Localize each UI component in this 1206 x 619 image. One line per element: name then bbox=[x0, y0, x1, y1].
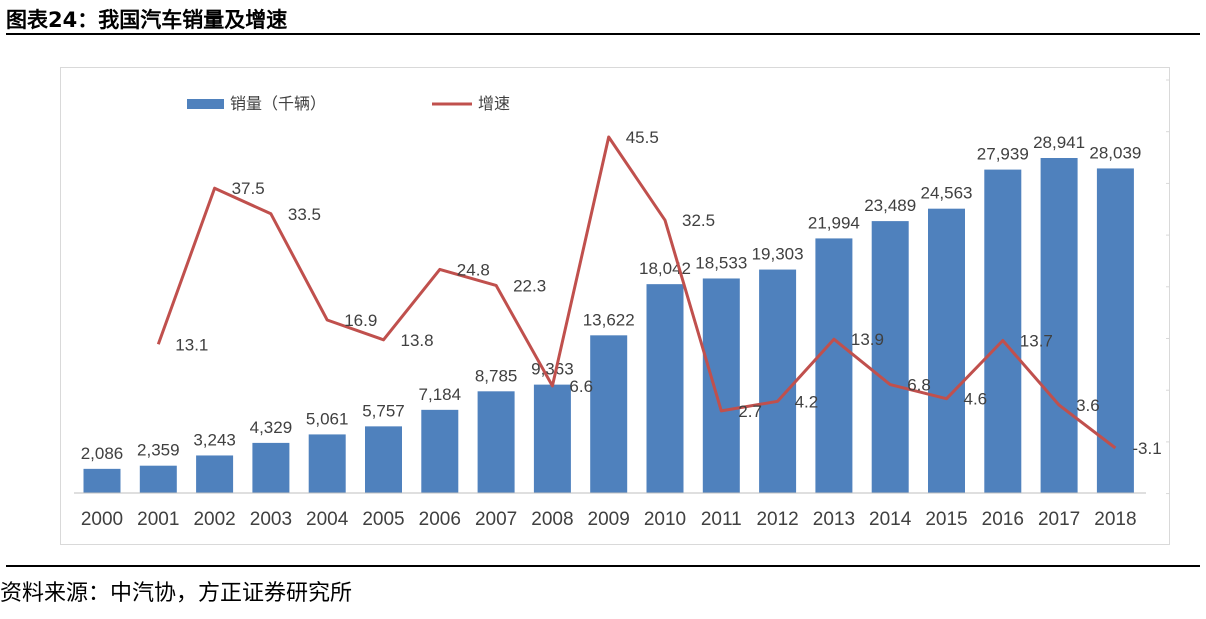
bar-2013 bbox=[815, 238, 853, 493]
bar-label-2005: 5,757 bbox=[362, 401, 405, 420]
x-tick-2014: 2014 bbox=[869, 509, 912, 530]
bar-2006 bbox=[421, 409, 459, 493]
line-label-2012: 4.2 bbox=[795, 392, 819, 411]
bar-label-2007: 8,785 bbox=[475, 366, 518, 385]
bar-label-2002: 3,243 bbox=[193, 430, 236, 449]
line-label-2011: 2.7 bbox=[738, 402, 762, 421]
line-label-2007: 22.3 bbox=[513, 276, 546, 295]
x-tick-2017: 2017 bbox=[1038, 509, 1080, 530]
line-label-2015: 4.6 bbox=[964, 390, 988, 409]
bar-2007 bbox=[477, 391, 515, 493]
growth-line bbox=[156, 135, 1117, 450]
x-tick-labels: 2000 2001 2002 2003 2004 2005 2006 2007 2008 2009… bbox=[81, 509, 1137, 530]
bar-label-2008: 9,363 bbox=[531, 360, 574, 379]
x-tick-2011: 2011 bbox=[701, 509, 742, 530]
bar-2014 bbox=[871, 221, 909, 493]
figure-title: 图表24：我国汽车销量及增速 bbox=[6, 8, 288, 32]
bar-2011 bbox=[702, 278, 740, 493]
bar-2015 bbox=[928, 208, 965, 493]
bar-label-2001: 2,359 bbox=[137, 441, 180, 460]
bar-2002 bbox=[196, 455, 234, 493]
bar-label-2018: 28,039 bbox=[1089, 143, 1141, 162]
x-tick-2013: 2013 bbox=[813, 509, 855, 530]
bar-labels: 2,086 2,359 3,243 4,329 5,061 5,757 7,184 8,785… bbox=[81, 133, 1142, 463]
legend-bar-swatch bbox=[187, 99, 224, 109]
x-tick-2001: 2001 bbox=[137, 509, 179, 530]
legend: 销量（千辆） 增速 bbox=[187, 94, 510, 113]
legend-bar-label: 销量（千辆） bbox=[230, 94, 326, 113]
bar-2010 bbox=[646, 284, 684, 493]
bar-2001 bbox=[139, 465, 177, 493]
title-rule bbox=[6, 33, 1200, 35]
x-tick-2009: 2009 bbox=[588, 509, 630, 530]
x-tick-2002: 2002 bbox=[193, 509, 235, 530]
x-tick-2012: 2012 bbox=[756, 509, 798, 530]
bar-2009 bbox=[590, 335, 628, 493]
line-label-2018: -3.1 bbox=[1132, 439, 1161, 458]
bar-label-2006: 7,184 bbox=[419, 385, 462, 404]
x-tick-2003: 2003 bbox=[250, 509, 292, 530]
right-axis-ticks bbox=[1166, 79, 1170, 495]
bar-label-2013: 21,994 bbox=[808, 213, 860, 232]
line-label-2016: 13.7 bbox=[1020, 331, 1053, 350]
plot-frame bbox=[60, 67, 1170, 545]
bar-series bbox=[83, 158, 1134, 493]
bar-2016 bbox=[984, 169, 1022, 493]
bar-label-2009: 13,622 bbox=[583, 310, 635, 329]
bar-label-2000: 2,086 bbox=[81, 444, 124, 463]
line-label-2003: 33.5 bbox=[288, 205, 321, 224]
line-label-2009: 45.5 bbox=[626, 128, 659, 147]
x-tick-2004: 2004 bbox=[306, 509, 349, 530]
line-label-2017: 3.6 bbox=[1076, 396, 1100, 415]
x-tick-2016: 2016 bbox=[982, 509, 1024, 530]
x-tick-2005: 2005 bbox=[362, 509, 404, 530]
line-label-2004: 16.9 bbox=[344, 311, 377, 330]
source-note: 资料来源：中汽协，方正证券研究所 bbox=[0, 581, 353, 606]
bar-2018 bbox=[1096, 168, 1134, 493]
bar-label-2004: 5,061 bbox=[306, 409, 349, 428]
bar-label-2014: 23,489 bbox=[864, 196, 916, 215]
bar-2012 bbox=[759, 269, 797, 493]
x-tick-2010: 2010 bbox=[644, 509, 686, 530]
bar-label-2011: 18,533 bbox=[695, 253, 747, 272]
line-label-2014: 6.8 bbox=[907, 376, 931, 395]
bar-label-2010: 18,042 bbox=[639, 259, 691, 278]
line-label-2013: 13.9 bbox=[851, 330, 884, 349]
bar-2000 bbox=[83, 468, 121, 493]
bar-label-2016: 27,939 bbox=[977, 145, 1029, 164]
line-label-2008: 6.6 bbox=[569, 377, 593, 396]
bar-2004 bbox=[308, 434, 346, 493]
x-tick-2018: 2018 bbox=[1094, 509, 1136, 530]
bar-label-2012: 19,303 bbox=[752, 245, 804, 264]
x-tick-2000: 2000 bbox=[81, 509, 123, 530]
line-label-2006: 24.8 bbox=[457, 260, 490, 279]
source-rule bbox=[6, 565, 1200, 567]
bar-label-2015: 24,563 bbox=[921, 184, 973, 203]
x-tick-2007: 2007 bbox=[475, 509, 517, 530]
line-label-2002: 37.5 bbox=[232, 179, 265, 198]
bar-2008 bbox=[533, 384, 571, 493]
bar-label-2003: 4,329 bbox=[250, 418, 293, 437]
x-tick-2006: 2006 bbox=[419, 509, 461, 530]
bar-2003 bbox=[252, 442, 290, 493]
x-tick-2015: 2015 bbox=[925, 509, 967, 530]
legend-line-label: 增速 bbox=[478, 94, 510, 113]
line-labels: 13.1 37.5 33.5 16.9 13.8 24.8 22.3 6.6 45.5 32.5 2… bbox=[175, 128, 1161, 458]
bar-2017 bbox=[1040, 158, 1078, 493]
bar-label-2017: 28,941 bbox=[1033, 133, 1085, 152]
bar-2005 bbox=[365, 426, 402, 493]
x-tick-2008: 2008 bbox=[531, 509, 573, 530]
line-label-2001: 13.1 bbox=[175, 335, 208, 354]
line-label-2010: 32.5 bbox=[682, 211, 715, 230]
line-label-2005: 13.8 bbox=[401, 331, 434, 350]
